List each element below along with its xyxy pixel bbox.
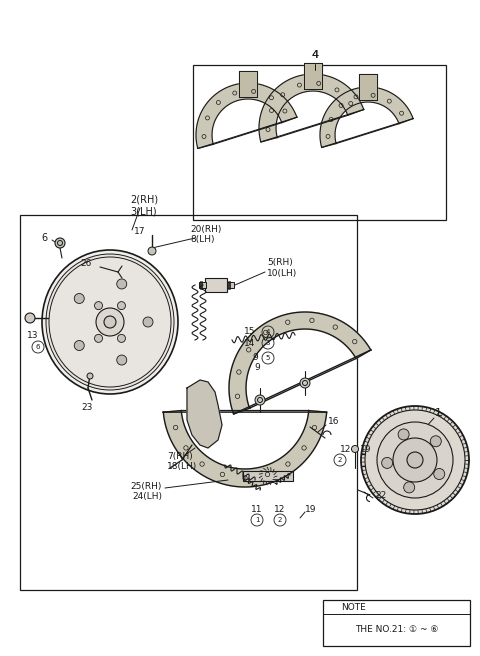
Polygon shape	[359, 74, 377, 100]
Circle shape	[255, 395, 265, 405]
Circle shape	[393, 438, 437, 482]
Bar	[20, 215, 357, 590]
Circle shape	[143, 317, 153, 327]
Text: 4: 4	[312, 50, 319, 60]
Bar	[243, 471, 293, 481]
Text: 12: 12	[274, 506, 286, 514]
Text: 3: 3	[266, 340, 270, 346]
Circle shape	[404, 482, 415, 493]
Text: 26: 26	[81, 258, 92, 268]
Circle shape	[55, 238, 65, 248]
Bar	[227, 282, 234, 288]
Text: 11: 11	[251, 506, 263, 514]
Circle shape	[118, 335, 125, 342]
Text: 16: 16	[328, 417, 339, 426]
Ellipse shape	[104, 316, 116, 328]
Text: 19: 19	[360, 445, 372, 455]
Text: 9: 9	[252, 354, 258, 363]
Polygon shape	[320, 87, 413, 148]
Bar	[323, 600, 470, 646]
Polygon shape	[304, 63, 322, 89]
Text: 12: 12	[340, 445, 351, 455]
Text: NOTE: NOTE	[341, 602, 365, 611]
Circle shape	[25, 313, 35, 323]
Text: 6: 6	[36, 344, 40, 350]
Text: 17: 17	[133, 228, 145, 237]
Text: 23: 23	[81, 403, 93, 411]
Ellipse shape	[42, 250, 178, 394]
Ellipse shape	[96, 308, 124, 336]
Circle shape	[398, 429, 409, 440]
Text: 9: 9	[254, 363, 260, 373]
Circle shape	[365, 410, 465, 510]
Bar	[193, 65, 446, 220]
Bar	[199, 282, 206, 288]
Text: 1: 1	[255, 517, 259, 523]
Text: 4: 4	[312, 50, 319, 60]
Circle shape	[118, 302, 125, 310]
Circle shape	[377, 422, 453, 498]
Polygon shape	[239, 71, 257, 97]
Circle shape	[95, 302, 103, 310]
Text: 2: 2	[278, 517, 282, 523]
Text: 5(RH)
10(LH): 5(RH) 10(LH)	[267, 258, 297, 277]
Circle shape	[117, 279, 127, 289]
Circle shape	[382, 457, 393, 468]
Text: 22: 22	[375, 491, 386, 501]
Circle shape	[300, 378, 310, 388]
Text: 15: 15	[243, 327, 255, 337]
Circle shape	[430, 436, 441, 447]
Circle shape	[74, 340, 84, 350]
Ellipse shape	[46, 254, 174, 390]
Polygon shape	[187, 380, 222, 448]
Circle shape	[87, 373, 93, 379]
Text: 5: 5	[266, 355, 270, 361]
Text: THE NO.21: ① ~ ⑥: THE NO.21: ① ~ ⑥	[355, 626, 438, 634]
Circle shape	[117, 355, 127, 365]
Text: 7(RH)
18(LH): 7(RH) 18(LH)	[167, 452, 197, 472]
Bar	[205, 278, 227, 292]
Text: 13: 13	[26, 331, 38, 340]
Text: 4: 4	[266, 329, 270, 335]
Circle shape	[361, 406, 469, 514]
Text: 2(RH)
3(LH): 2(RH) 3(LH)	[130, 195, 158, 216]
Text: 2: 2	[338, 457, 342, 463]
Polygon shape	[196, 83, 297, 148]
Circle shape	[95, 335, 103, 342]
Polygon shape	[259, 74, 364, 142]
Circle shape	[434, 468, 445, 480]
Polygon shape	[229, 312, 371, 414]
Circle shape	[148, 247, 156, 255]
Polygon shape	[163, 411, 327, 487]
Text: 25(RH)
24(LH): 25(RH) 24(LH)	[131, 482, 162, 501]
Text: 19: 19	[305, 506, 316, 514]
Circle shape	[74, 293, 84, 304]
Circle shape	[351, 445, 359, 453]
Text: 14: 14	[244, 338, 255, 348]
Circle shape	[407, 452, 423, 468]
Text: 1: 1	[435, 408, 442, 418]
Text: 20(RH)
8(LH): 20(RH) 8(LH)	[190, 225, 221, 245]
Text: 6: 6	[42, 233, 48, 243]
